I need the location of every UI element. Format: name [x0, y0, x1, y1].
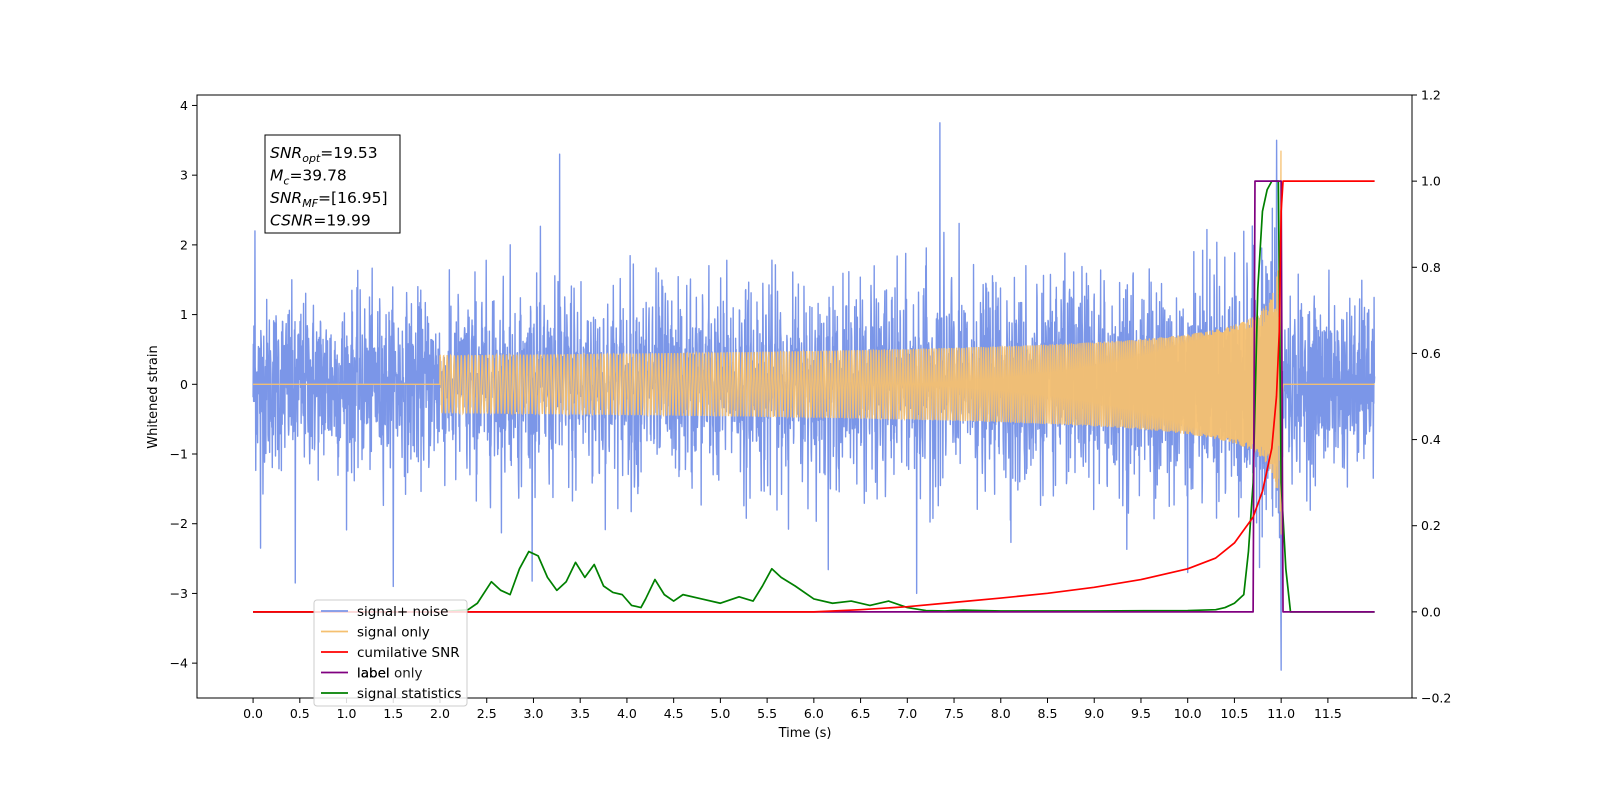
x-tick-label: 11.0	[1267, 706, 1295, 721]
y-tick-label-right: 0.8	[1421, 260, 1441, 275]
legend: signal+ noise signal only cumilative SNR la…	[313, 599, 468, 707]
y-tick-label-left: −3	[170, 586, 188, 601]
x-tick-label: 3.0	[524, 706, 544, 721]
y-tick-label-left: 3	[180, 168, 188, 183]
legend-label: signal only	[357, 625, 430, 641]
y-tick-label-left: −2	[170, 516, 188, 531]
y-tick-label-left: −1	[170, 447, 188, 462]
series-label	[253, 180, 1375, 613]
x-tick-label: 3.5	[570, 706, 590, 721]
series-signal-only	[253, 150, 1375, 535]
annotation-line: Mc=39.78	[270, 167, 347, 188]
y-axis-right: −0.2 0.0 0.2 0.4 0.6 0.8 1.0 1.2	[1412, 88, 1451, 706]
x-tick-label: 6.5	[851, 706, 871, 721]
annotation-line: SNRopt=19.53	[270, 144, 378, 165]
annotation-line: CSNR=19.99	[270, 212, 371, 230]
legend-label: label	[357, 666, 390, 682]
x-tick-label: 10.0	[1174, 706, 1202, 721]
series-cumulative-snr	[253, 180, 1375, 613]
x-tick-label: 4.0	[617, 706, 637, 721]
x-tick-label: 1.0	[337, 706, 357, 721]
annotation-line: SNRMF=[16.95]	[270, 189, 388, 210]
x-tick-label: 8.5	[1038, 706, 1058, 721]
x-tick-label: 7.0	[897, 706, 917, 721]
legend-frame	[313, 599, 468, 707]
y-tick-label-left: 2	[180, 237, 188, 252]
y-axis-label: Whitened strain	[146, 345, 161, 448]
y-axis-left: −4 −3 −2 −1 0 1 2 3 4	[170, 98, 197, 671]
x-tick-label: 0.5	[290, 706, 310, 721]
y-tick-label-right: 0.2	[1421, 518, 1441, 533]
y-tick-label-right: 1.2	[1421, 88, 1441, 103]
y-tick-label-right: −0.2	[1421, 691, 1451, 706]
y-tick-label-right: 0.4	[1421, 432, 1441, 447]
y-tick-label-left: 4	[180, 98, 188, 113]
y-tick-label-left: 0	[180, 377, 188, 392]
x-tick-label: 8.0	[991, 706, 1011, 721]
series-signal-statistics	[253, 180, 1375, 613]
x-tick-label: 0.0	[243, 706, 263, 721]
legend-label-ghost: label only	[357, 666, 423, 682]
legend-label: cumilative SNR	[357, 645, 460, 661]
x-tick-label: 11.5	[1314, 706, 1342, 721]
x-axis-label: Time (s)	[778, 726, 832, 741]
x-axis: 0.0 0.5 1.0 1.5 2.0 2.5 3.0 3.5 4.0 4.5 5.0 5.5 6.0 6…	[243, 698, 1342, 721]
x-tick-label: 5.0	[710, 706, 730, 721]
x-tick-label: 5.5	[757, 706, 777, 721]
x-tick-label: 4.5	[664, 706, 684, 721]
legend-label: signal statistics	[357, 686, 461, 702]
annotation-frame	[264, 134, 401, 234]
plot-frame	[196, 94, 1413, 699]
x-tick-label: 9.5	[1131, 706, 1151, 721]
x-tick-label: 7.5	[944, 706, 964, 721]
y-tick-label-left: 1	[180, 307, 188, 322]
series-layer	[252, 122, 1376, 671]
legend-label: label	[357, 666, 390, 682]
y-tick-label-right: 0.0	[1421, 604, 1441, 619]
legend-label: signal+ noise	[357, 604, 448, 620]
x-tick-label: 10.5	[1221, 706, 1249, 721]
x-tick-label: 1.5	[383, 706, 403, 721]
x-tick-label: 6.0	[804, 706, 824, 721]
y-tick-label-left: −4	[170, 656, 188, 671]
x-tick-label: 2.5	[477, 706, 497, 721]
y-tick-label-right: 1.0	[1421, 174, 1441, 189]
x-tick-label: 2.0	[430, 706, 450, 721]
y-tick-label-right: 0.6	[1421, 346, 1441, 361]
x-tick-label: 9.0	[1084, 706, 1104, 721]
